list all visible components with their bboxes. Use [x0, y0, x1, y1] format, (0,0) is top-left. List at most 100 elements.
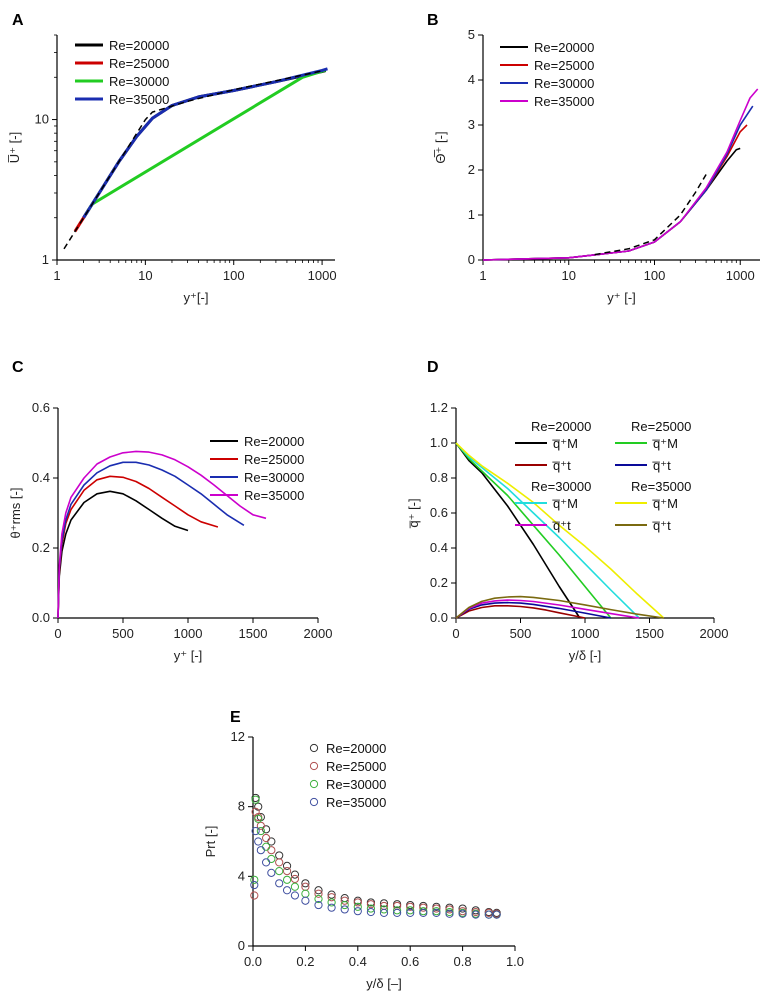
legend-label: Re=20000: [534, 40, 594, 55]
y-axis-label: θ⁺rms [-]: [8, 488, 23, 539]
series-line: [482, 105, 754, 261]
data-point: [366, 900, 375, 909]
legend-label: Re=20000: [244, 434, 304, 449]
data-point: [262, 858, 271, 867]
x-tick-label: 0.6: [401, 954, 419, 969]
data-point: [254, 802, 263, 811]
x-tick-label: 0.4: [349, 954, 367, 969]
x-tick-label: 1500: [635, 626, 664, 641]
legend-entry-label: q̅⁺M: [652, 436, 678, 451]
series-line: [455, 442, 581, 619]
legend-entry-label: q̅⁺t: [652, 458, 671, 473]
data-point: [327, 893, 336, 902]
data-point: [314, 900, 323, 910]
data-point: [256, 826, 265, 836]
x-tick-label: 1000: [726, 268, 755, 283]
data-point: [314, 894, 323, 904]
y-tick-label: 4: [468, 72, 475, 87]
data-point: [327, 903, 336, 912]
x-tick-label: 2000: [304, 626, 333, 641]
y-tick-label: 0.4: [32, 470, 50, 485]
data-point: [379, 899, 389, 908]
data-point: [301, 889, 310, 898]
x-tick-label: 10: [138, 268, 152, 283]
data-point: [379, 908, 389, 918]
data-point: [267, 854, 276, 864]
x-tick-label: 0.2: [296, 954, 314, 969]
y-axis-label: q̅⁺ [-]: [406, 498, 421, 528]
legend-swatch: [309, 743, 319, 753]
data-point: [314, 886, 323, 895]
y-tick-label: 12: [231, 729, 245, 744]
x-tick-label: 1500: [239, 626, 268, 641]
data-point: [262, 842, 271, 851]
legend-swatch: [309, 797, 319, 807]
x-tick-label: 100: [644, 268, 666, 283]
legend-entry-label: q̅⁺t: [552, 458, 571, 473]
series-line: [455, 442, 612, 619]
x-tick-label: 100: [223, 268, 245, 283]
y-tick-label: 3: [468, 117, 475, 132]
series-line: [57, 490, 189, 619]
data-point: [267, 846, 276, 855]
legend-label: Re=25000: [244, 452, 304, 467]
data-point: [314, 889, 323, 898]
legend-entry-label: q̅⁺t: [552, 518, 571, 533]
legend-label: Re=25000: [534, 58, 594, 73]
panel-letter: C: [12, 359, 24, 376]
legend-entry-label: q̅⁺M: [552, 436, 578, 451]
data-point: [301, 879, 310, 888]
x-tick-label: 1000: [571, 626, 600, 641]
y-tick-label: 0.0: [32, 610, 50, 625]
series-line: [455, 604, 586, 619]
y-tick-label: 1: [42, 252, 49, 267]
legend-label: Re=30000: [534, 76, 594, 91]
legend-label: Re=35000: [244, 488, 304, 503]
panel-letter: D: [427, 359, 439, 376]
series-line: [455, 442, 665, 619]
data-point: [290, 882, 300, 891]
panel-letter: E: [230, 709, 241, 726]
x-tick-label: 0: [54, 626, 61, 641]
data-point: [250, 891, 259, 900]
x-tick-label: 2000: [700, 626, 729, 641]
x-axis-label: y⁺ [-]: [174, 648, 203, 663]
data-point: [275, 879, 284, 888]
panel-letter: B: [427, 12, 439, 29]
data-point: [267, 868, 276, 877]
data-point: [458, 904, 467, 913]
legend-entry-label: q̅⁺t: [652, 518, 671, 533]
y-tick-label: 0.4: [430, 540, 448, 555]
legend-group-title: Re=30000: [531, 479, 591, 494]
data-point: [353, 907, 362, 916]
data-point: [275, 858, 284, 867]
data-point: [275, 867, 284, 876]
reference-line: [594, 174, 707, 256]
data-point: [492, 910, 501, 919]
data-point: [254, 837, 263, 846]
data-point: [256, 846, 265, 855]
legend-label: Re=20000: [326, 741, 386, 756]
series-line: [57, 461, 245, 619]
data-point: [406, 902, 415, 911]
data-point: [340, 896, 349, 905]
legend-swatch: [309, 761, 319, 771]
data-point: [406, 908, 415, 918]
legend-label: Re=20000: [109, 38, 169, 53]
data-point: [379, 905, 389, 914]
data-point: [290, 870, 300, 879]
y-tick-label: 0.8: [430, 470, 448, 485]
y-tick-label: 1.0: [430, 435, 448, 450]
data-point: [251, 807, 260, 816]
series-line: [482, 124, 748, 261]
y-tick-label: 5: [468, 27, 475, 42]
series-line: [455, 601, 611, 619]
x-tick-label: 0.0: [244, 954, 262, 969]
x-tick-label: 1.0: [506, 954, 524, 969]
legend-swatch: [309, 779, 319, 789]
data-point: [393, 906, 402, 915]
legend-label: Re=30000: [244, 470, 304, 485]
x-tick-label: 500: [112, 626, 134, 641]
data-point: [250, 875, 259, 884]
data-point: [282, 867, 292, 876]
